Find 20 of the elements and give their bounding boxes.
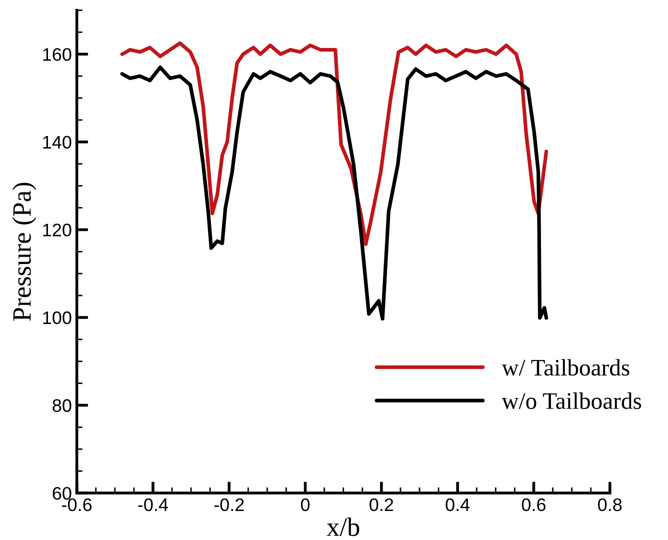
- x-tick-label: 0: [300, 498, 310, 512]
- x-tick-label: 0.6: [522, 498, 546, 512]
- x-tick-label: 0.8: [598, 498, 622, 512]
- line-series: [120, 41, 548, 246]
- line-series: [120, 66, 548, 321]
- y-tick-label: 60: [52, 486, 72, 500]
- y-axis-title: Pressure (Pa): [12, 182, 36, 321]
- y-tick-label: 120: [43, 224, 72, 236]
- y-tick-label: 160: [43, 48, 72, 61]
- y-tick-label: 140: [43, 136, 72, 149]
- legend-label: w/ Tailboards: [502, 359, 630, 376]
- y-tick-label: 80: [52, 399, 72, 412]
- x-tick-label: 0.4: [446, 498, 470, 512]
- x-tick-label: -0.2: [214, 498, 244, 512]
- x-tick-label: -0.6: [62, 498, 92, 512]
- x-tick-label: 0.2: [370, 498, 394, 512]
- x-tick-label: -0.4: [138, 498, 168, 512]
- x-axis-title: x/b: [326, 517, 360, 536]
- legend-label: w/o Tailboards: [502, 392, 642, 410]
- y-tick-label: 100: [43, 311, 72, 324]
